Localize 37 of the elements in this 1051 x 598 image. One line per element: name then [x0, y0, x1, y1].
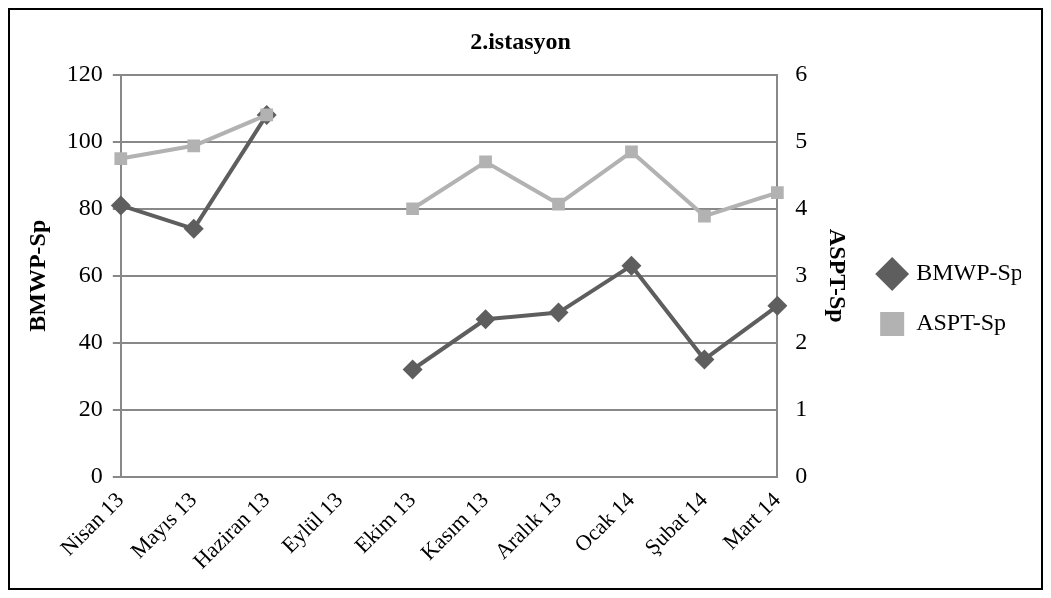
legend-label: ASPT-Sp: [916, 309, 1006, 336]
y2-tick-label: 4: [795, 194, 808, 221]
point: [767, 295, 788, 316]
y2-axis-title: ASPT-Sp: [824, 228, 851, 323]
point: [771, 186, 784, 200]
point: [110, 195, 131, 216]
legend-label: BMWP-Sp: [916, 259, 1023, 286]
y-tick-label: 0: [90, 461, 103, 488]
y2-tick-label: 6: [795, 60, 808, 87]
point: [625, 145, 638, 159]
chart-title: 2.istasyon: [470, 27, 571, 54]
point: [698, 209, 711, 223]
x-tick-label: Mart 14: [717, 486, 785, 555]
y-tick-label: 20: [78, 394, 103, 421]
y-tick-label: 100: [66, 127, 103, 154]
point: [694, 349, 715, 370]
y-axis-title: BMWP-Sp: [23, 219, 50, 332]
y-tick-label: 80: [78, 194, 103, 221]
point: [621, 255, 642, 276]
y2-tick-label: 2: [795, 328, 808, 354]
point: [548, 302, 569, 323]
point: [479, 155, 492, 169]
y-tick-label: 120: [66, 60, 103, 87]
point: [114, 152, 128, 165]
x-tick-label: Ocak 14: [569, 486, 640, 557]
point: [475, 309, 496, 330]
y2-tick-label: 0: [795, 461, 808, 488]
point: [187, 139, 201, 153]
point: [402, 359, 423, 380]
y2-tick-label: 5: [795, 127, 808, 154]
y-tick-label: 40: [78, 328, 103, 354]
point: [406, 202, 419, 216]
y-tick-label: 60: [78, 261, 103, 288]
point: [183, 218, 204, 239]
point: [552, 197, 565, 211]
y2-tick-label: 3: [795, 261, 808, 288]
y2-tick-label: 1: [795, 394, 808, 421]
